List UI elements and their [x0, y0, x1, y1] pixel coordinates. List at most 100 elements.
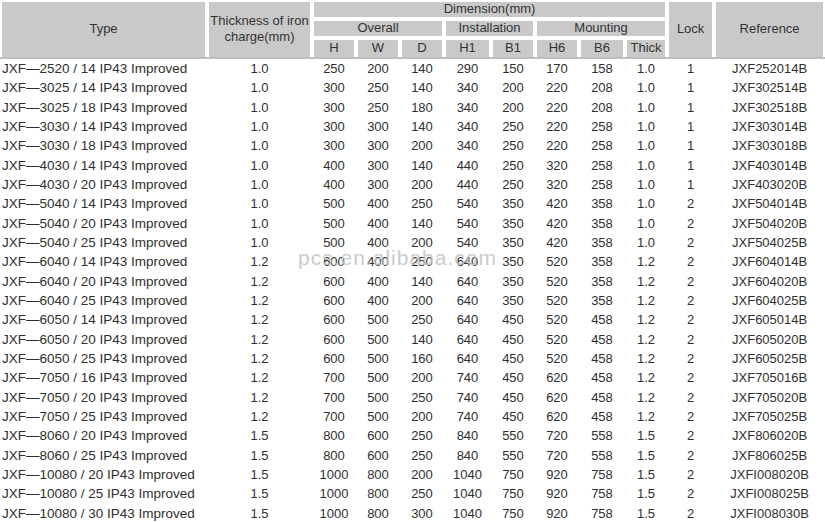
- cell-b6: 458: [579, 388, 625, 407]
- cell-b6: 558: [579, 446, 625, 465]
- cell-d: 250: [400, 446, 444, 465]
- cell-lock: 2: [667, 252, 714, 271]
- cell-w: 500: [356, 407, 400, 426]
- cell-iron-thickness: 1.0: [207, 214, 312, 233]
- cell-h: 600: [312, 349, 356, 368]
- cell-reference: JXF403020B: [714, 175, 825, 194]
- cell-b1: 350: [491, 272, 535, 291]
- col-header-thick: Thick: [625, 38, 667, 59]
- cell-d: 140: [400, 117, 444, 136]
- cell-type: JXF—10080 / 30 IP43 Improved: [0, 503, 207, 522]
- cell-h6: 420: [535, 214, 579, 233]
- cell-iron-thickness: 1.0: [207, 194, 312, 213]
- cell-thick: 1.2: [625, 330, 667, 349]
- cell-b6: 158: [579, 59, 625, 78]
- cell-thick: 1.2: [625, 291, 667, 310]
- cell-thick: 1.2: [625, 272, 667, 291]
- cell-iron-thickness: 1.5: [207, 446, 312, 465]
- cell-h6: 920: [535, 465, 579, 484]
- cell-type: JXF—10080 / 20 IP43 Improved: [0, 465, 207, 484]
- cell-h1: 640: [444, 291, 491, 310]
- cell-thick: 1.2: [625, 349, 667, 368]
- cell-h1: 1040: [444, 484, 491, 503]
- cell-lock: 2: [667, 446, 714, 465]
- table-row: JXF—10080 / 30 IP43 Improved1.5100080030…: [0, 503, 825, 522]
- cell-thick: 1.0: [625, 98, 667, 117]
- cell-reference: JXF605014B: [714, 310, 825, 329]
- cell-b1: 350: [491, 214, 535, 233]
- cell-h1: 1040: [444, 465, 491, 484]
- cell-reference: JXF806020B: [714, 426, 825, 445]
- cell-h1: 640: [444, 349, 491, 368]
- cell-lock: 2: [667, 503, 714, 522]
- cell-d: 200: [400, 407, 444, 426]
- cell-d: 200: [400, 233, 444, 252]
- cell-b6: 758: [579, 503, 625, 522]
- table-row: JXF—5040 / 14 IP43 Improved1.05004002505…: [0, 194, 825, 213]
- cell-w: 600: [356, 426, 400, 445]
- col-header-h6: H6: [535, 38, 579, 59]
- cell-d: 250: [400, 310, 444, 329]
- cell-iron-thickness: 1.0: [207, 233, 312, 252]
- table-row: JXF—3025 / 18 IP43 Improved1.03002501803…: [0, 98, 825, 117]
- cell-b6: 358: [579, 194, 625, 213]
- cell-w: 800: [356, 465, 400, 484]
- cell-iron-thickness: 1.5: [207, 465, 312, 484]
- cell-h1: 840: [444, 426, 491, 445]
- col-header-h: H: [312, 38, 356, 59]
- cell-h1: 440: [444, 175, 491, 194]
- table-row: JXF—3025 / 14 IP43 Improved1.03002501403…: [0, 78, 825, 97]
- cell-b1: 750: [491, 484, 535, 503]
- col-header-dimension: Dimension(mm): [312, 0, 667, 19]
- cell-lock: 2: [667, 233, 714, 252]
- cell-h6: 720: [535, 426, 579, 445]
- cell-h: 400: [312, 175, 356, 194]
- cell-reference: JXF705025B: [714, 407, 825, 426]
- cell-h1: 740: [444, 407, 491, 426]
- col-header-mounting: Mounting: [535, 19, 667, 38]
- cell-iron-thickness: 1.5: [207, 426, 312, 445]
- cell-reference: JXF605025B: [714, 349, 825, 368]
- table-row: JXF—2520 / 14 IP43 Improved1.02502001402…: [0, 59, 825, 78]
- cell-type: JXF—6040 / 14 IP43 Improved: [0, 252, 207, 271]
- cell-b6: 358: [579, 214, 625, 233]
- cell-reference: JXF252014B: [714, 59, 825, 78]
- cell-w: 600: [356, 446, 400, 465]
- cell-h: 800: [312, 446, 356, 465]
- cell-iron-thickness: 1.2: [207, 368, 312, 387]
- cell-h1: 640: [444, 252, 491, 271]
- cell-h6: 920: [535, 503, 579, 522]
- table-row: JXF—5040 / 20 IP43 Improved1.05004001405…: [0, 214, 825, 233]
- cell-h1: 540: [444, 214, 491, 233]
- cell-thick: 1.0: [625, 175, 667, 194]
- cell-b6: 358: [579, 291, 625, 310]
- cell-w: 500: [356, 310, 400, 329]
- cell-w: 500: [356, 388, 400, 407]
- cell-iron-thickness: 1.2: [207, 291, 312, 310]
- table-row: JXF—3030 / 14 IP43 Improved1.03003001403…: [0, 117, 825, 136]
- cell-d: 300: [400, 503, 444, 522]
- cell-h1: 340: [444, 136, 491, 155]
- cell-h: 1000: [312, 503, 356, 522]
- cell-lock: 2: [667, 484, 714, 503]
- cell-h6: 520: [535, 330, 579, 349]
- cell-iron-thickness: 1.0: [207, 78, 312, 97]
- table-row: JXF—4030 / 14 IP43 Improved1.04003001404…: [0, 156, 825, 175]
- cell-w: 300: [356, 136, 400, 155]
- cell-reference: JXF705016B: [714, 368, 825, 387]
- cell-b1: 200: [491, 78, 535, 97]
- cell-h: 400: [312, 156, 356, 175]
- cell-w: 800: [356, 503, 400, 522]
- cell-thick: 1.2: [625, 407, 667, 426]
- cell-thick: 1.0: [625, 59, 667, 78]
- cell-h6: 520: [535, 310, 579, 329]
- cell-type: JXF—8060 / 20 IP43 Improved: [0, 426, 207, 445]
- cell-b6: 258: [579, 156, 625, 175]
- cell-thick: 1.0: [625, 156, 667, 175]
- cell-h: 700: [312, 368, 356, 387]
- cell-lock: 1: [667, 98, 714, 117]
- cell-iron-thickness: 1.0: [207, 175, 312, 194]
- cell-iron-thickness: 1.2: [207, 252, 312, 271]
- cell-iron-thickness: 1.0: [207, 117, 312, 136]
- col-header-installation: Installation: [444, 19, 535, 38]
